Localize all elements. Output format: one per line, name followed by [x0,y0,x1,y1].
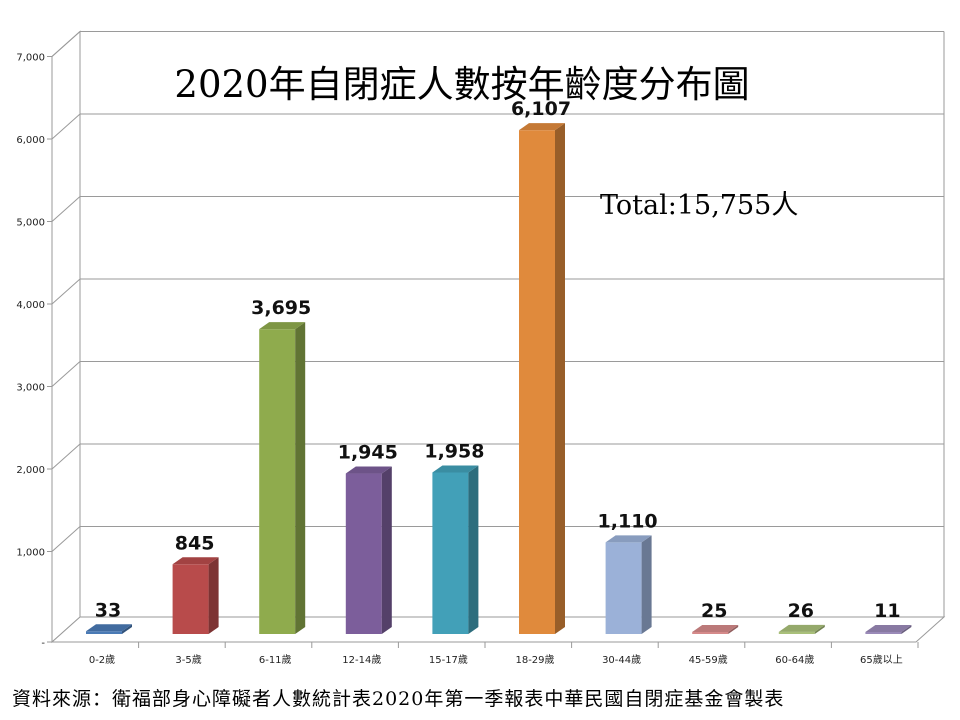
bar-front [692,631,729,634]
bar-30-44歲 [605,535,652,634]
value-label: 26 [788,600,814,622]
bar-side [555,123,565,635]
bar-18-29歲 [519,123,565,635]
value-label: 6,107 [511,98,571,120]
bar-front [778,631,815,634]
bar-side [122,624,132,634]
gridline-side [51,443,81,470]
bar-top [172,557,219,565]
bar-side [728,624,739,634]
x-tick-label: 6-11歲 [259,653,292,666]
value-label: 845 [175,532,215,554]
y-tick-label: 5,000 [16,218,45,229]
y-axis-ticks: - 1,000 2,000 3,000 4,000 5,000 6,000 7,000 [16,53,52,649]
bar-side [814,624,825,634]
bar-45-59歲 [692,624,739,634]
y-tick-label: 7,000 [16,53,45,64]
bar-15-17歲 [432,465,479,634]
y-tick-label: 2,000 [16,465,45,476]
value-label: 1,945 [338,442,398,464]
value-label: 11 [874,600,900,622]
bar-top [432,465,479,473]
bar-top [519,123,565,131]
bar-60-64歲 [778,624,825,634]
x-tick-label: 12-14歲 [342,653,381,666]
bar-side [641,535,652,634]
y-tick-label: - [41,638,45,649]
source-note: 資料來源：衛福部身心障礙者人數統計表2020年第一季報表中華民國自閉症基金會製表 [12,688,784,710]
bars [86,123,912,635]
bar-front [432,472,469,634]
y-tick-label: 1,000 [16,548,45,559]
x-tick-label: 30-44歲 [602,653,641,666]
x-tick-label: 45-59歲 [689,653,728,666]
bar-front [605,542,642,634]
bar-front [86,631,122,634]
x-tick-label: 18-29歲 [515,653,554,666]
y-tick-label: 6,000 [16,135,45,146]
bar-top [778,624,825,632]
bar-top [86,624,132,632]
x-tick-label: 0-2歲 [89,653,115,666]
bar-front [172,564,209,634]
side-wall [51,30,81,644]
value-labels: 33 845 3,695 1,945 1,958 6,107 1,110 25 26 11 [95,98,901,622]
bar-6-11歲 [259,322,306,634]
gridline-side [51,278,81,305]
bar-side [208,557,219,634]
gridline-side [51,113,81,140]
bar-top [345,466,392,474]
x-axis-labels: 0-2歲 3-5歲 6-11歲 12-14歲 15-17歲 18-29歲 30-44歲 45-… [89,642,919,666]
bar-0-2歲 [86,624,132,634]
bar-side [468,465,479,634]
gridline-side [51,196,81,222]
bar-12-14歲 [345,466,392,634]
total-annotation: Total:15,755人 [600,190,798,221]
value-label: 33 [95,599,121,621]
value-label: 3,695 [251,297,311,319]
bar-top [692,624,739,632]
bar-top [259,322,306,330]
x-tick-label: 3-5歲 [175,653,201,666]
bar-front [519,130,555,635]
gridlines [51,31,944,552]
bar-side [295,322,306,634]
value-label: 1,958 [424,440,484,462]
gridline-side [51,31,81,57]
x-tick-label: 60-64歲 [775,653,814,666]
bar-side [381,466,392,634]
bar-top [605,535,652,543]
bar-3-5歲 [172,557,219,634]
bar-side [901,625,912,634]
gridline-side [51,526,81,552]
x-tick-label: 65歲以上 [860,653,903,666]
bar-front [345,473,382,634]
y-tick-label: 3,000 [16,383,45,394]
gridline-side [51,361,81,387]
y-tick-label: 4,000 [16,300,45,311]
value-label: 1,110 [598,510,658,532]
value-label: 25 [701,600,727,622]
chart-title: 2020年自閉症人數按年齡度分布圖 [174,63,749,106]
bar-top [865,625,912,632]
bar-front [865,632,902,634]
x-tick-label: 15-17歲 [429,653,468,666]
bar-65歲以上 [865,625,912,634]
bar-front [259,329,296,634]
